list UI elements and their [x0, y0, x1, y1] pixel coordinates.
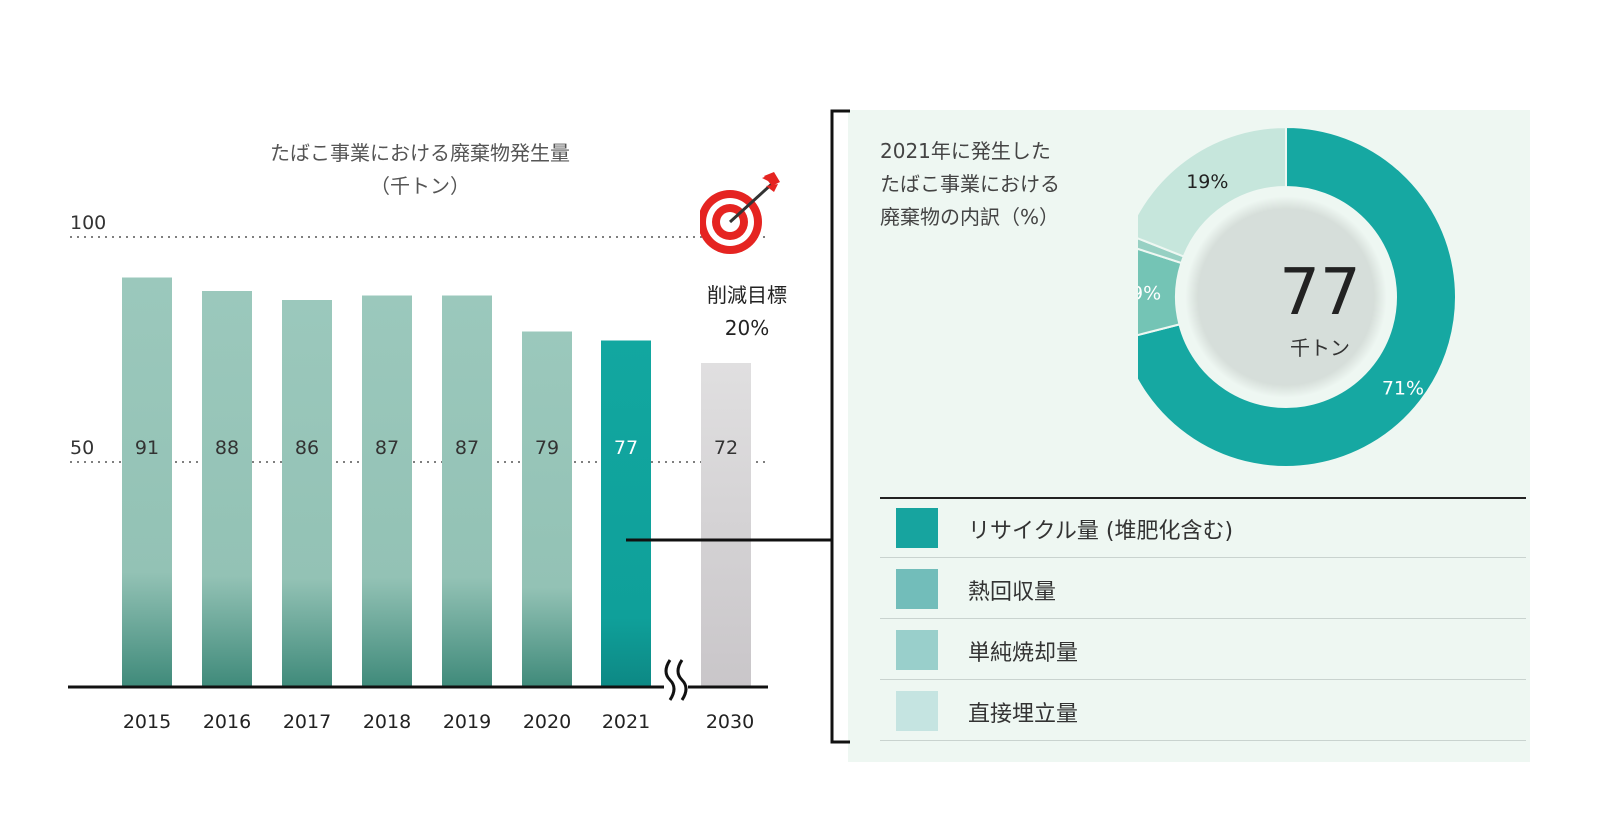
legend-swatch [896, 569, 938, 609]
donut-slice-label: 71% [1382, 378, 1424, 400]
legend-label: 単純焼却量 [968, 641, 1079, 666]
x-tick-label: 2017 [283, 711, 331, 733]
bar-value-label: 86 [295, 437, 319, 459]
legend-item: 熱回収量 [880, 558, 1526, 619]
bar-value-label: 91 [135, 437, 159, 459]
bar-value-label: 72 [714, 437, 738, 459]
bar-value-label: 87 [455, 437, 479, 459]
bar-value-label: 79 [535, 437, 559, 459]
legend: リサイクル量 (堆肥化含む) 熱回収量 単純焼却量 直接埋立量 [880, 497, 1526, 741]
bar-2021 [601, 340, 651, 687]
bar-2016 [202, 291, 252, 687]
donut-slice-label: 9% [1138, 283, 1161, 305]
donut-center-unit: 千トン [1290, 336, 1350, 360]
bar-2019 [442, 295, 492, 687]
legend-item: 単純焼却量 [880, 619, 1526, 680]
legend-swatch [896, 508, 938, 548]
legend-label: リサイクル量 (堆肥化含む) [968, 519, 1234, 544]
bar-value-label: 87 [375, 437, 399, 459]
x-tick-label: 2018 [363, 711, 411, 733]
target-icon [700, 172, 780, 254]
legend-item: 直接埋立量 [880, 680, 1526, 741]
legend-label: 熱回収量 [968, 580, 1057, 605]
x-tick-label: 2016 [203, 711, 251, 733]
bar-2018 [362, 295, 412, 687]
x-tick-label: 2019 [443, 711, 491, 733]
x-tick-label: 2015 [123, 711, 171, 733]
x-tick-label: 2020 [523, 711, 571, 733]
legend-divider [880, 497, 1526, 499]
bar-chart: 100 50 91 88 86 87 87 79 77 72 2015 2016 2017 2018 2… [68, 212, 770, 733]
bar-chart-title: たばこ事業における廃棄物発生量 （千トン） [270, 141, 570, 198]
legend-swatch [896, 630, 938, 670]
bar-2017 [282, 300, 332, 687]
y-tick-label: 100 [70, 212, 106, 234]
connector-bracket [626, 109, 850, 744]
reduction-target-label: 削減目標 20% [707, 283, 787, 340]
legend-item: リサイクル量 (堆肥化含む) [880, 497, 1526, 558]
donut-title: 2021年に発生した たばこ事業における 廃棄物の内訳（%） [880, 139, 1060, 229]
donut-slice-label: 19% [1186, 171, 1228, 193]
bar-2020 [522, 331, 572, 687]
legend-swatch [896, 691, 938, 731]
bar-value-label: 88 [215, 437, 239, 459]
donut-inner-shadow [1160, 171, 1412, 423]
legend-label: 直接埋立量 [968, 702, 1079, 727]
bar-2015 [122, 277, 172, 687]
axis-break-icon [664, 655, 688, 715]
x-tick-label: 2021 [602, 711, 650, 733]
donut-chart: 71%9%1%19% [1138, 128, 1457, 468]
bar-2030 [701, 363, 751, 687]
x-tick-label: 2030 [706, 711, 754, 733]
bar-value-label: 77 [614, 437, 638, 459]
y-tick-label: 50 [70, 437, 94, 459]
donut-center-value: 77 [1279, 256, 1361, 330]
